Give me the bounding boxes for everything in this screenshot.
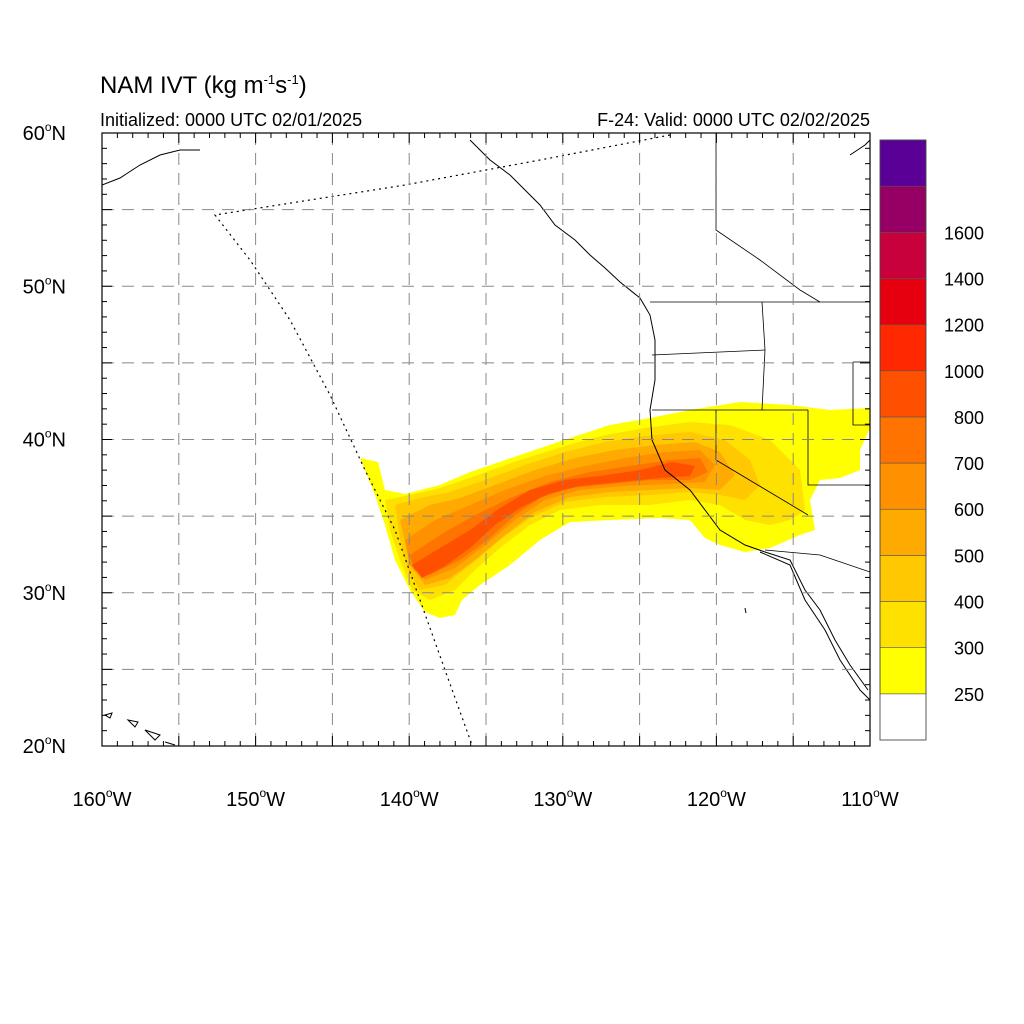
colorbar-swatch [879,647,927,695]
title-close: ) [298,72,307,99]
ivt-field [360,402,870,618]
colorbar-label: 700 [954,454,984,474]
lat-label: 40oN [23,427,66,452]
islands [103,607,747,746]
init-time: Initialized: 0000 UTC 02/01/2025 [100,110,363,130]
colorbar-swatch [879,555,927,602]
border-id [761,301,766,411]
colorbar-label: 250 [954,685,984,705]
colorbar-label: 1200 [944,316,984,336]
colorbar-labels: 250 300 400 500 600 700 800 1000 1200 1400 1600 [944,223,984,705]
colorbar [879,139,927,741]
colorbar-swatch [879,232,927,279]
colorbar-swatch [879,185,927,233]
baja-peninsula [759,551,870,701]
colorbar-swatch [879,139,927,187]
lat-label: 30oN [23,580,66,605]
lon-label: 160oW [73,786,132,811]
lon-label: 110oW [841,786,899,811]
hawaii-islands [103,712,176,746]
border-nv-ut [807,410,870,486]
colorbar-label: 1600 [944,223,984,243]
colorbar-swatch [879,416,927,464]
colorbar-label: 1400 [944,269,984,289]
lat-label: 60oN [23,120,66,145]
guadalupe-island [744,607,747,614]
axis-ticks [101,132,871,747]
border-bc-alberta [715,133,821,303]
north-america-coast [469,139,869,691]
colorbar-swatch [879,462,927,510]
colorbar-swatch [879,370,927,418]
border-us-mexico [764,549,870,573]
colorbar-swatch [879,693,927,741]
lon-label: 130oW [533,786,592,811]
colorbar-label: 1000 [944,362,984,382]
colorbar-swatch [879,601,927,648]
colorbar-swatch [879,324,927,372]
coastlines [102,139,870,701]
lon-label: 140oW [380,786,439,811]
colorbar-label: 400 [954,593,984,613]
colorbar-swatch [879,278,927,325]
colorbar-label: 300 [954,639,984,659]
title-exponent-1: -1 [263,72,276,87]
colorbar-label: 800 [954,408,984,428]
lon-labels: 160oW 150oW 140oW 130oW 120oW 110oW [73,786,899,811]
border-ut-co [852,361,870,426]
colorbar-frame [879,139,927,741]
border-wa-or [651,349,766,356]
baffin-coast [849,139,870,156]
lat-label: 20oN [23,733,66,758]
chart-title: NAM IVT (kg m-1s-1) [100,72,307,100]
lon-label: 120oW [687,786,746,811]
lon-label: 150oW [226,786,285,811]
colorbar-label: 500 [954,546,984,566]
ivt-contour-800 [412,462,695,578]
valid-time: F-24: Valid: 0000 UTC 02/02/2025 [597,110,870,130]
title-text: NAM IVT (kg m [100,72,264,99]
alaska-coast [102,149,200,186]
title-exponent-2: -1 [287,72,299,87]
lat-label: 50oN [23,273,66,298]
title-unit-s: s [275,72,288,99]
graticule [102,133,870,746]
colorbar-label: 600 [954,500,984,520]
ivt-contour-600 [405,450,715,580]
colorbar-swatch [879,508,927,556]
domain-boundary [213,134,671,746]
lat-labels: 60oN 50oN 40oN 30oN 20oN [23,120,66,758]
